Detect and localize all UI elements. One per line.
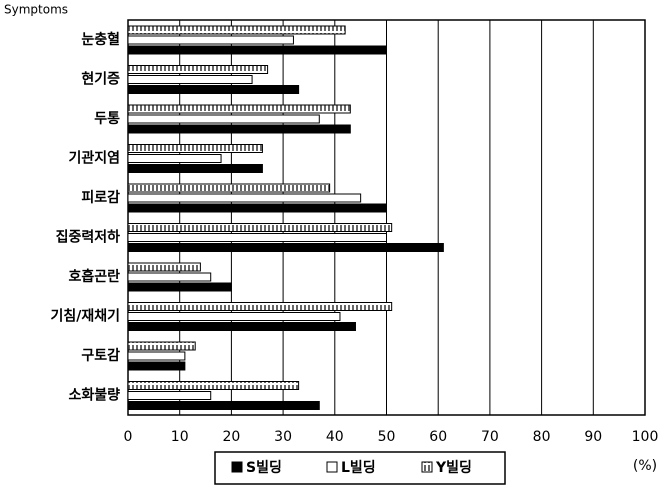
bar [127, 361, 186, 371]
legend-swatch [421, 461, 433, 473]
bar [127, 85, 300, 94]
bar [127, 203, 387, 213]
bar [127, 243, 444, 252]
legend-box [214, 451, 506, 485]
category-label: 현기증 [81, 71, 120, 87]
x-tick-label: 90 [584, 429, 602, 445]
x-tick-label: 80 [533, 429, 551, 445]
bar [127, 183, 331, 193]
bar [127, 164, 263, 173]
plot-border [127, 19, 646, 416]
legend-swatch [231, 461, 243, 473]
y-axis-label: Symptoms [4, 3, 68, 17]
category-label: 기관지염 [68, 149, 120, 166]
x-tick-label: 50 [378, 429, 396, 445]
bar [127, 282, 232, 292]
bar [127, 272, 212, 282]
x-tick-label: 0 [124, 429, 133, 445]
x-tick-label: 10 [171, 429, 189, 445]
x-tick-label: 30 [274, 429, 292, 445]
bar [127, 351, 186, 361]
bar [127, 25, 346, 35]
legend-label: L빌딩 [341, 459, 376, 476]
legend-swatch [326, 461, 338, 473]
bar [127, 262, 201, 272]
bar [127, 124, 351, 134]
x-tick-label: 20 [222, 429, 240, 445]
x-tick-label: 70 [481, 429, 499, 445]
bar [127, 391, 212, 400]
category-label: 피로감 [81, 189, 120, 206]
bar [127, 193, 362, 203]
bar [127, 35, 294, 45]
bar [127, 104, 351, 114]
legend-label: S빌딩 [246, 459, 282, 476]
bar [127, 144, 263, 153]
x-tick-label: 40 [326, 429, 344, 445]
category-label: 기침/재채기 [50, 308, 120, 324]
category-label: 눈충혈 [81, 31, 120, 48]
category-label: 두통 [94, 111, 120, 127]
bar [127, 312, 341, 321]
bar [127, 233, 387, 242]
bar [127, 302, 393, 311]
bar [127, 223, 393, 232]
legend-label: Y빌딩 [435, 459, 472, 476]
x-tick-label: 60 [429, 429, 447, 445]
category-label: 집중력저하 [56, 228, 121, 245]
bar [127, 154, 222, 163]
x-tick-label: 100 [632, 429, 659, 445]
category-label: 호흡곤란 [68, 268, 120, 285]
bar [127, 401, 320, 410]
bar [127, 45, 387, 55]
bar [127, 341, 196, 351]
bar [127, 114, 320, 124]
bar [127, 322, 356, 331]
x-axis-label: (%) [633, 458, 657, 474]
bar [127, 65, 269, 74]
category-label: 소화불량 [68, 387, 120, 403]
bar [127, 381, 300, 390]
category-label: 구토감 [81, 347, 120, 364]
bar [127, 75, 253, 84]
